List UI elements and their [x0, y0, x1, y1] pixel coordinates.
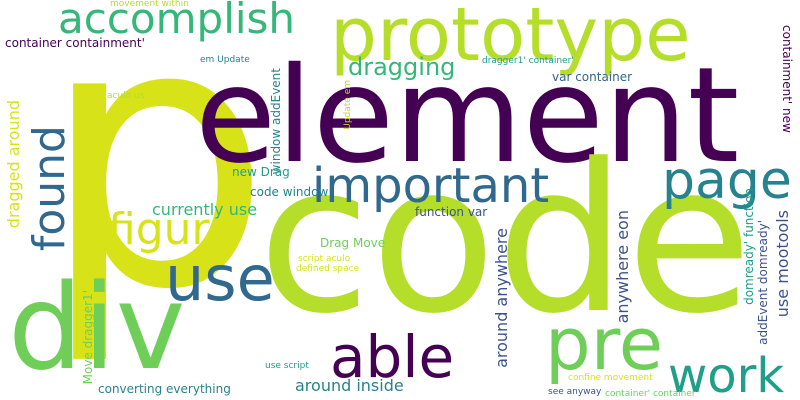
word-work: work — [668, 348, 785, 400]
word-dragging: dragging — [348, 53, 456, 81]
word-accomplish: accomplish — [58, 0, 296, 43]
word-code: code — [258, 121, 753, 359]
word-pre: pre — [545, 302, 664, 386]
word-var-container: var container — [552, 70, 633, 84]
word-important: important — [312, 158, 550, 214]
word-dragged-around: dragged around — [4, 100, 23, 229]
word-see-anyway: see anyway — [548, 387, 602, 397]
word-page: page — [662, 151, 792, 211]
word-dragger-container: dragger1' container' — [482, 56, 574, 66]
word-code-window: code window — [250, 185, 329, 199]
word-currently-use: currently use — [152, 200, 258, 219]
word-element: element — [195, 39, 740, 193]
word-move-dragger: Move dragger1' — [81, 290, 95, 385]
word-use-mootools: use mootools — [773, 210, 792, 318]
word-found: found — [24, 125, 75, 252]
word-function-var: function var — [415, 205, 488, 219]
word-script-aculo: script aculo — [298, 254, 351, 264]
word-defined-space: defined space — [296, 264, 360, 274]
word-able: able — [330, 323, 455, 391]
word-around-inside: around inside — [295, 376, 404, 395]
word-container-container: container' container — [605, 389, 696, 399]
word-p: p — [40, 0, 272, 370]
word-prototype: prototype — [330, 0, 691, 78]
word-containment-new: containment' new — [780, 25, 794, 133]
word-movement-within: movement within — [110, 0, 189, 9]
word-window-addevent: window addEvent — [269, 68, 283, 175]
word-addevent-domready: addEvent domready' — [756, 220, 770, 345]
word-confine-movement: confine movement — [568, 373, 653, 383]
word-domready-function: domready' function — [742, 188, 756, 305]
word-anywhere-eon: anywhere eon — [613, 210, 632, 324]
word-div: div — [8, 258, 186, 396]
word-new-drag: new Drag — [232, 165, 290, 179]
word-around-anywhere: around anywhere — [492, 228, 511, 368]
word-use-script: use script — [265, 361, 309, 371]
word-em-update: em Update — [200, 55, 250, 65]
word-container-containment: container containment' — [5, 36, 145, 50]
word-use: use — [165, 242, 275, 315]
word-update-em: Update em — [343, 80, 353, 130]
word-converting-everything: converting everything — [98, 382, 231, 396]
word-drag-move: Drag Move — [320, 236, 386, 250]
word-aculo-us: aculo us — [107, 91, 145, 101]
word-figure: figure — [108, 204, 236, 255]
